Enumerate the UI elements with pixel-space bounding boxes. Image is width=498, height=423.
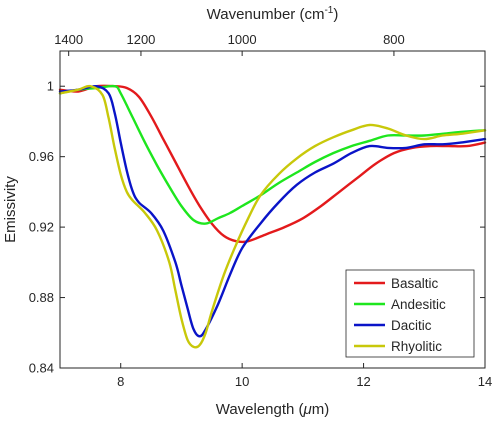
x-axis-unit-symbol: μ bbox=[303, 401, 312, 418]
legend-box bbox=[345, 269, 475, 358]
legend-item-andesitic: Andesitic bbox=[354, 297, 446, 312]
series-layer bbox=[58, 84, 487, 349]
top-axis-title-text: Wavenumber (cm bbox=[207, 6, 325, 23]
series-line-rhyolitic bbox=[58, 84, 487, 349]
series-line-basaltic bbox=[58, 84, 487, 244]
legend-label-dacitic: Dacitic bbox=[391, 318, 432, 333]
x-tick-label: 12 bbox=[356, 374, 370, 389]
x-tick-label: 8 bbox=[117, 374, 124, 389]
legend: Basaltic Andesitic Dacitic Rhyolitic bbox=[345, 269, 475, 358]
legend-item-rhyolitic: Rhyolitic bbox=[354, 339, 442, 354]
x-axis-title-text: Wavelength ( bbox=[216, 401, 304, 418]
legend-label-basaltic: Basaltic bbox=[391, 276, 439, 291]
y-tick-label: 0.84 bbox=[29, 361, 54, 376]
top-axis-title: Wavenumber (cm-1) bbox=[207, 5, 339, 23]
series-line-andesitic bbox=[58, 84, 487, 225]
top-axis-title-exponent: -1 bbox=[324, 5, 333, 16]
top-tick-label: 1200 bbox=[126, 32, 155, 47]
x-tick-label: 10 bbox=[235, 374, 249, 389]
y-axis-title: Emissivity bbox=[2, 176, 19, 243]
legend-label-andesitic: Andesitic bbox=[391, 297, 446, 312]
top-tick-label: 800 bbox=[383, 32, 405, 47]
top-tick-label: 1400 bbox=[54, 32, 83, 47]
axis-layer: 8 10 12 14 0.84 0.88 0.92 0.96 1 1400 1200 1000 800 bbox=[29, 32, 493, 389]
y-tick-label: 0.88 bbox=[29, 290, 54, 305]
y-tick-label: 0.96 bbox=[29, 149, 54, 164]
legend-label-rhyolitic: Rhyolitic bbox=[391, 339, 442, 354]
x-tick-label: 14 bbox=[478, 374, 492, 389]
plot-frame bbox=[59, 50, 486, 369]
legend-item-basaltic: Basaltic bbox=[354, 276, 439, 291]
legend-item-dacitic: Dacitic bbox=[354, 318, 432, 333]
x-axis-unit-rest: m) bbox=[312, 401, 330, 418]
y-tick-label: 1 bbox=[47, 79, 54, 94]
top-tick-label: 1000 bbox=[228, 32, 257, 47]
top-axis-title-close: ) bbox=[333, 6, 338, 23]
x-axis-title: Wavelength (μm) bbox=[216, 401, 330, 418]
y-tick-label: 0.92 bbox=[29, 220, 54, 235]
